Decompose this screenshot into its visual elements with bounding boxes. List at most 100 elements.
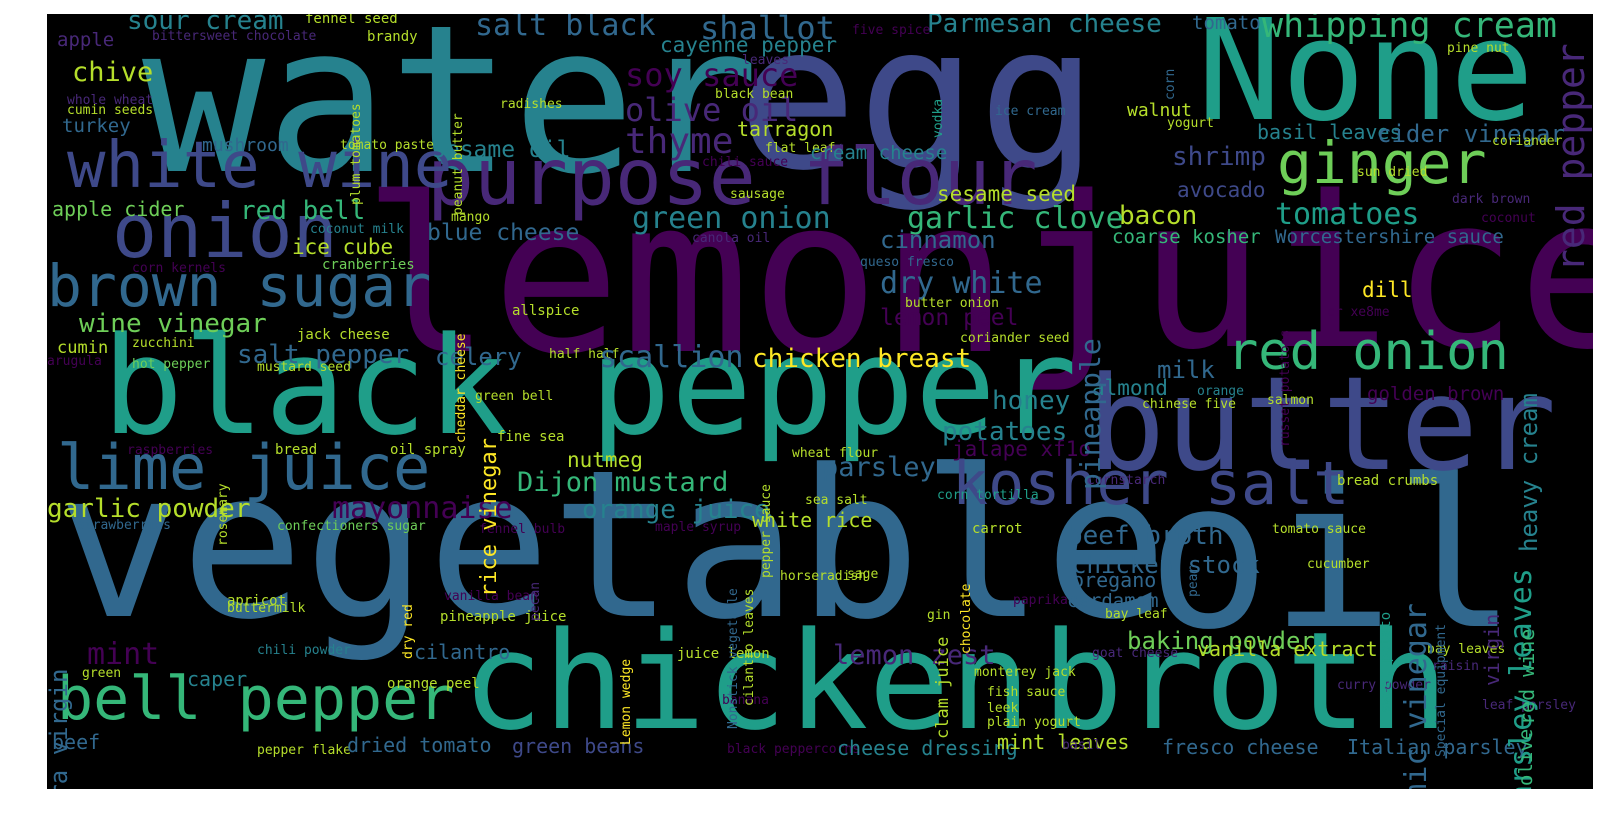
word-oregano: oregano bbox=[1072, 568, 1157, 592]
word-coconut-milk: coconut milk bbox=[310, 222, 404, 237]
word-queso-fresco: queso fresco bbox=[860, 255, 954, 270]
word-five-spice: five spice bbox=[852, 23, 931, 38]
word-fresco-cheese: fresco cheese bbox=[1162, 735, 1319, 759]
word-beef: beef bbox=[52, 730, 101, 754]
word-chicken: chicken bbox=[462, 603, 1031, 760]
word-chocolate: chocolate bbox=[959, 583, 974, 654]
word-bittersweet-chocolate: bittersweet chocolate bbox=[152, 29, 317, 44]
word-broth: broth bbox=[1042, 603, 1449, 760]
word-basil-leaves: basil leaves bbox=[1257, 120, 1402, 144]
word-extra-virgin: extra virgin bbox=[47, 668, 73, 789]
word-leaf-parsley: leaf parsley bbox=[1482, 698, 1576, 713]
word-coarse-kosher: coarse kosher bbox=[1112, 226, 1261, 248]
word-butter-onion: butter onion bbox=[905, 296, 999, 311]
word-parmesan-cheese: Parmesan cheese bbox=[927, 14, 1162, 39]
word-red-pepper: red pepper bbox=[1549, 43, 1593, 272]
word-golden-brown: golden brown bbox=[1367, 383, 1505, 405]
word-red-bell: red bell bbox=[240, 196, 366, 226]
word-brandy: brandy bbox=[367, 29, 418, 45]
word-lemon-zest: lemon zest bbox=[833, 640, 996, 671]
word-worcestershire-sauce: Worcestershire sauce bbox=[1275, 226, 1504, 248]
word-cheddar-cheese: cheddar cheese bbox=[454, 333, 469, 443]
word-water: water bbox=[142, 14, 760, 220]
word-sage: sage bbox=[847, 567, 879, 582]
word-oil-spray: oil spray bbox=[390, 442, 466, 458]
word-sausage: sausage bbox=[730, 187, 785, 202]
word-maple-syrup: maple syrup bbox=[655, 520, 742, 535]
word-orange-juice: orange juice bbox=[582, 495, 770, 525]
word-cucumber: cucumber bbox=[1307, 557, 1370, 572]
word-chinese-five: chinese five bbox=[1142, 397, 1236, 412]
word-corn-tortilla: corn tortilla bbox=[937, 488, 1039, 503]
word-bell-pepper: bell pepper bbox=[57, 664, 455, 734]
word-sesame-seed: sesame seed bbox=[937, 182, 1077, 206]
word-confectioners-sugar: confectioners sugar bbox=[277, 519, 426, 534]
word-apricot: apricot bbox=[227, 593, 287, 609]
word-purpose-flour: purpose flour bbox=[427, 133, 1038, 223]
word-clam-juice: clam juice bbox=[933, 636, 953, 739]
word-rice-vinegar: rice vinegar bbox=[477, 438, 502, 597]
word-gin: gin bbox=[927, 608, 951, 623]
word-beef-broth: beef broth bbox=[1067, 521, 1224, 551]
word-pineapple-juice: pineapple juice bbox=[440, 609, 567, 625]
word-shallot: shallot bbox=[700, 14, 835, 47]
word-cloud: water egg None lemon juice vegetable oil chicke… bbox=[47, 14, 1593, 789]
word-coconut: coconut bbox=[1481, 211, 1536, 226]
word-brown-sugar: brown sugar bbox=[47, 252, 432, 320]
word-cumin-seeds: cumin seeds bbox=[67, 103, 154, 118]
word-half-half: half half bbox=[549, 347, 620, 362]
word-jack-cheese: jack cheese bbox=[297, 327, 390, 343]
word-milk: milk bbox=[1157, 356, 1215, 384]
word-cider-vinegar: cider vinegar bbox=[1377, 120, 1565, 148]
word-arugula: arugula bbox=[47, 354, 102, 369]
word-ginger: ginger bbox=[1277, 129, 1487, 197]
word-chive: chive bbox=[72, 57, 154, 88]
word-potatoes: potatoes bbox=[942, 417, 1068, 447]
word-lime-juice: lime juice bbox=[57, 431, 431, 504]
word-baking-powder: baking powder bbox=[1127, 627, 1315, 655]
word-onion: onion bbox=[112, 187, 338, 275]
word-monterey-jack: monterey jack bbox=[974, 665, 1076, 680]
word-pineapple: pineapple bbox=[1074, 338, 1107, 490]
word-pepper-flake: pepper flake bbox=[257, 743, 351, 758]
word-strawberries: strawberries bbox=[77, 518, 171, 533]
word-white-rice: white rice bbox=[752, 508, 873, 532]
word-peanut-butter: peanut butter bbox=[451, 113, 466, 215]
word-mushroom: mushroom bbox=[202, 135, 289, 156]
word-vanilla-extract: vanilla extract bbox=[1197, 637, 1378, 661]
word-russet-potatoes: russet potatoes bbox=[1278, 329, 1293, 447]
word-pecan: pecan bbox=[528, 581, 543, 621]
word-cheese-dressing: cheese dressing bbox=[837, 736, 1018, 760]
word-lemon-wedge: Lemon wedge bbox=[619, 658, 634, 745]
word-rosemary: rosemary bbox=[216, 483, 231, 546]
word-olive: olive bbox=[1515, 728, 1537, 786]
word-balsamic-vinegar: balsamic vinegar bbox=[1399, 603, 1434, 789]
word-leek: leek bbox=[987, 701, 1019, 716]
word-oil: oil bbox=[1147, 437, 1518, 675]
word-raspberries: raspberries bbox=[127, 443, 214, 458]
word-goat-cheese: goat cheese bbox=[1092, 646, 1179, 661]
word-egg: egg bbox=[737, 14, 1099, 215]
word-green-onion: green onion bbox=[632, 201, 831, 236]
word-lemon: lemon bbox=[362, 151, 1010, 402]
word-olive-oil: olive oil bbox=[625, 91, 799, 129]
word-bread-crumbs: bread crumbs bbox=[1337, 473, 1439, 489]
word-buttermilk: buttermilk bbox=[227, 601, 306, 616]
word-cilantro-leaves: cilantro leaves bbox=[742, 588, 757, 706]
word-horseradish: horseradish bbox=[780, 569, 867, 584]
word-dark-brown: dark brown bbox=[1452, 192, 1531, 207]
word-mint: mint bbox=[87, 637, 160, 672]
word-black-pepper: black pepper bbox=[102, 308, 1078, 465]
word-shrimp: shrimp bbox=[1172, 142, 1266, 172]
word-chili-sauce: chili sauce bbox=[702, 155, 789, 170]
word-walnut: walnut bbox=[1127, 100, 1193, 121]
word-coriander-seed: coriander seed bbox=[960, 331, 1070, 346]
word-plum-tomatoes: plum tomatoes bbox=[349, 103, 364, 205]
word-mango: mango bbox=[451, 210, 491, 225]
word-bay-leaves: bay leaves bbox=[1427, 642, 1506, 657]
word-caper: caper bbox=[187, 667, 248, 691]
word-red-wine: red wine bbox=[1515, 628, 1539, 725]
word-almond: almond bbox=[1092, 376, 1168, 400]
word-ice-cream: ice cream bbox=[995, 104, 1066, 119]
word-allspice: allspice bbox=[512, 303, 580, 319]
